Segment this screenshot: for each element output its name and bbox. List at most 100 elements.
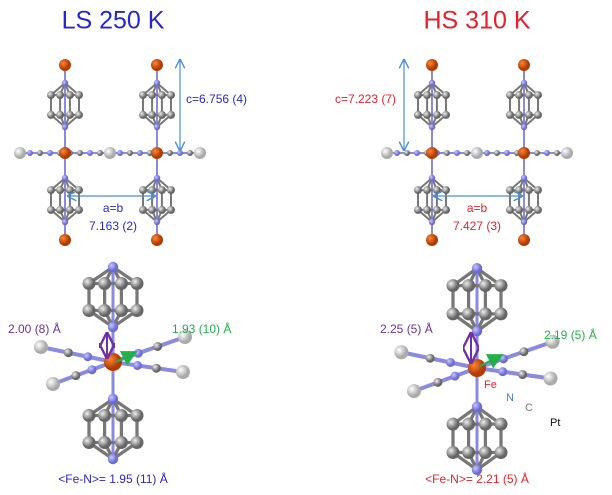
atom [425, 353, 435, 363]
atom [157, 205, 166, 214]
equatorial-bond: 2.19 (5) Å [544, 327, 597, 342]
atom [494, 279, 508, 293]
atom [414, 186, 422, 195]
atom-label: Pt [550, 417, 560, 429]
atom [194, 147, 206, 159]
atom [404, 150, 410, 156]
atom [98, 436, 112, 449]
atom [561, 147, 573, 159]
atom [534, 186, 542, 195]
atom [432, 91, 441, 100]
atom [59, 59, 71, 71]
atom [82, 304, 96, 317]
atom [494, 446, 508, 460]
c-label: c=6.756 (4) [186, 92, 247, 106]
atom [446, 357, 456, 367]
atom [545, 334, 560, 349]
ab-value: 7.163 (2) [89, 219, 137, 233]
axial-bond: 2.25 (5) Å [380, 321, 433, 336]
atom [494, 150, 500, 156]
bond [52, 360, 114, 386]
atom [504, 150, 510, 156]
atom [471, 263, 483, 274]
atom [471, 464, 483, 476]
atom [515, 91, 524, 100]
atom [478, 307, 492, 321]
atom [114, 436, 128, 449]
average-bond: <Fe-N>= 1.95 (11) Å [58, 471, 168, 486]
atom [428, 174, 436, 182]
atom [153, 123, 161, 131]
atom [423, 110, 432, 119]
atom [494, 307, 508, 321]
atom [446, 279, 460, 293]
atom [47, 186, 55, 195]
atom [61, 218, 69, 226]
atom [444, 150, 450, 156]
atom-label: Fe [484, 379, 497, 391]
atom [442, 110, 450, 119]
atom [97, 150, 103, 156]
atom [534, 110, 542, 119]
atom [515, 110, 524, 119]
atom [139, 205, 147, 214]
atom [506, 110, 514, 119]
bond [476, 366, 551, 381]
atom [47, 110, 55, 119]
atom [524, 186, 533, 195]
atom [107, 453, 119, 465]
atom [423, 91, 432, 100]
atom [428, 79, 436, 87]
atom [484, 150, 490, 156]
atom [498, 367, 508, 377]
atom [432, 205, 441, 214]
atom [114, 304, 128, 317]
atom [428, 123, 436, 131]
atom [478, 417, 492, 431]
atom [519, 347, 529, 357]
c-label: c=7.223 (7) [335, 92, 396, 106]
atom [133, 361, 142, 370]
atom [167, 110, 175, 119]
atom [454, 150, 460, 156]
atom [442, 205, 450, 214]
atom [139, 186, 147, 195]
atom [414, 150, 420, 156]
atom [47, 205, 55, 214]
atom [104, 147, 116, 159]
atom [87, 365, 97, 375]
atom [65, 91, 74, 100]
atom [65, 205, 74, 214]
atom [432, 186, 441, 195]
atom [157, 186, 166, 195]
atom [59, 147, 71, 159]
atom [157, 110, 166, 119]
average-bond: <Fe-N>= 2.21 (5) Å [425, 471, 529, 486]
atom [83, 352, 93, 362]
atom [177, 150, 183, 156]
atom [114, 277, 128, 290]
atom [442, 91, 450, 100]
atom [153, 174, 161, 182]
atom [520, 174, 528, 182]
equatorial-arrow [115, 351, 138, 366]
atom [394, 345, 409, 360]
atom [414, 91, 422, 100]
atom [464, 150, 470, 156]
atom [56, 91, 65, 100]
atom [82, 436, 96, 449]
atom [414, 205, 422, 214]
atom [151, 363, 161, 373]
atom [98, 277, 112, 290]
atom [518, 147, 530, 159]
atom [27, 150, 33, 156]
structures [14, 59, 573, 476]
atom [543, 371, 558, 386]
atom [107, 393, 119, 405]
atom [46, 377, 60, 391]
atom [446, 417, 460, 431]
atom [37, 150, 43, 156]
atom [139, 91, 147, 100]
atom [554, 150, 560, 156]
atom [524, 91, 533, 100]
